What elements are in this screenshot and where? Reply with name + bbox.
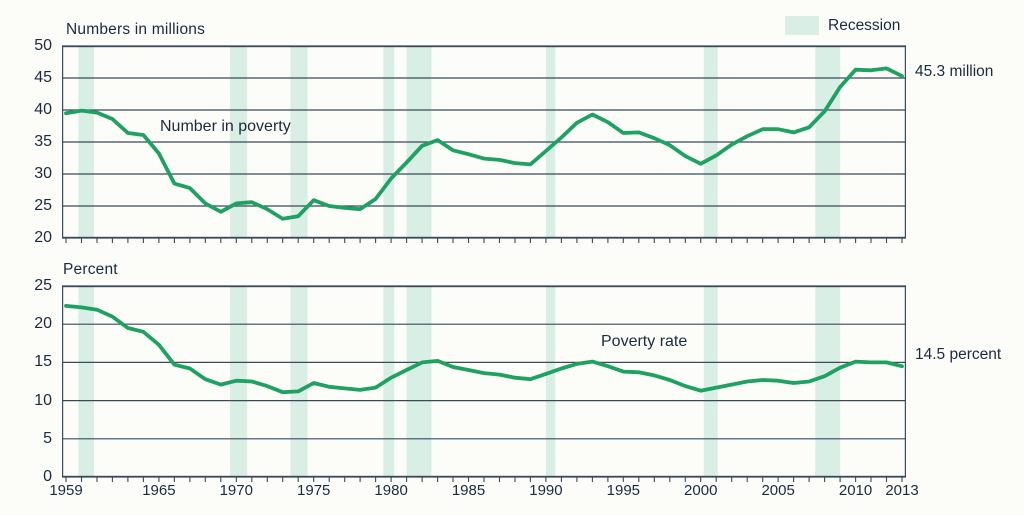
recession-band <box>290 286 308 477</box>
recession-band <box>383 286 395 477</box>
y-tick-label: 20 <box>34 229 52 246</box>
x-tick-label: 1980 <box>374 482 408 499</box>
x-tick-label: 2013 <box>885 482 919 499</box>
number-in-poverty-line <box>64 66 904 221</box>
plot-border <box>62 46 906 239</box>
recession-band <box>406 286 432 477</box>
recession-band <box>703 286 718 477</box>
y-tick-label: 20 <box>34 315 52 333</box>
y-tick-label: 45 <box>34 69 52 86</box>
recession-legend-label: Recession <box>828 16 901 34</box>
recession-band <box>545 286 556 477</box>
x-tick-label: 1970 <box>219 482 253 499</box>
latest-rate-annotation: 14.5 percent <box>915 346 1002 363</box>
x-tick-label: 1995 <box>606 482 641 499</box>
x-tick-label: 1965 <box>142 482 176 499</box>
y-tick-label: 10 <box>34 391 52 409</box>
y-tick-label: 15 <box>34 353 52 371</box>
recession-swatch-icon <box>785 16 819 35</box>
number-in-poverty-chart <box>62 45 906 243</box>
y-tick-label: 50 <box>34 37 52 54</box>
y-tick-label: 35 <box>34 133 52 150</box>
y-tick-label: 30 <box>34 165 52 182</box>
x-tick-label: 2010 <box>838 482 873 499</box>
plot-border <box>62 286 906 478</box>
y-tick-label: 5 <box>43 429 52 447</box>
x-tick-label: 1959 <box>49 482 83 499</box>
legend: Recession <box>785 16 900 35</box>
y-tick-label: 25 <box>34 197 52 214</box>
x-tick-label: 1990 <box>529 482 563 499</box>
recession-band <box>78 286 94 477</box>
number-in-poverty-plot <box>62 45 906 244</box>
x-tick-label: 1975 <box>297 482 331 499</box>
latest-number-annotation: 45.3 million <box>915 63 994 80</box>
y-tick-label: 25 <box>34 277 52 294</box>
number-in-poverty-series-label: Number in poverty <box>160 118 291 135</box>
recession-band <box>815 286 841 477</box>
x-tick-label: 2005 <box>761 482 795 499</box>
x-tick-label: 1985 <box>451 482 486 499</box>
poverty-rate-line <box>64 303 904 395</box>
top-chart-title: Numbers in millions <box>66 21 206 38</box>
x-tick-label: 2000 <box>684 482 718 499</box>
bottom-chart-title: Percent <box>63 261 118 278</box>
poverty-rate-plot <box>62 285 906 483</box>
y-tick-label: 0 <box>43 468 52 485</box>
poverty-rate-chart <box>62 285 906 482</box>
y-tick-label: 40 <box>34 101 52 118</box>
poverty-rate-series-label: Poverty rate <box>601 333 688 350</box>
